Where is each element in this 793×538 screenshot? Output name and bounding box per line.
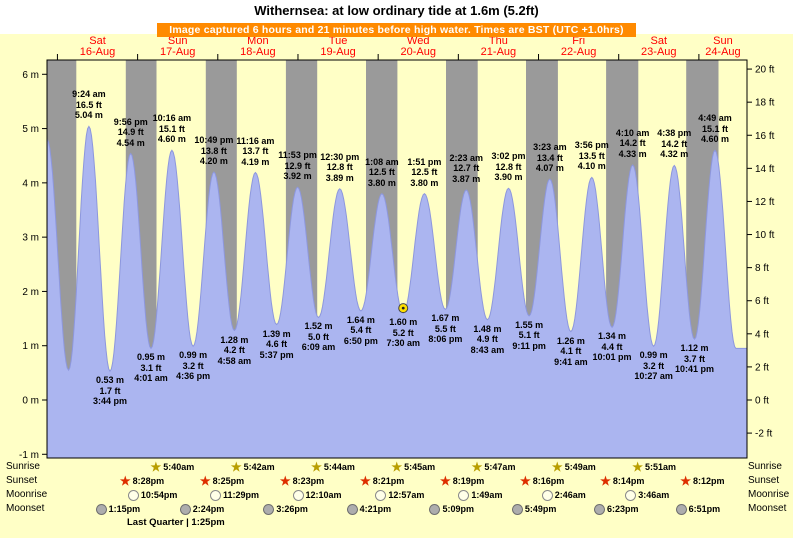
right-axis-tick-label: 20 ft xyxy=(755,65,775,76)
right-axis-tick-label: 6 ft xyxy=(755,296,769,307)
left-axis-tick-label: 6 m xyxy=(22,70,39,81)
current-time-marker-dot xyxy=(401,306,405,310)
left-axis-tick-label: 1 m xyxy=(22,341,39,352)
right-axis-tick-label: -2 ft xyxy=(755,429,772,440)
right-axis-tick-label: 4 ft xyxy=(755,329,769,340)
left-axis-tick-label: 3 m xyxy=(22,233,39,244)
right-axis-tick-label: 10 ft xyxy=(755,230,775,241)
right-axis-tick-label: 8 ft xyxy=(755,263,769,274)
capture-notice-banner: Image captured 6 hours and 21 minutes be… xyxy=(157,23,636,37)
right-axis-tick-label: 2 ft xyxy=(755,362,769,373)
plot-border xyxy=(46,59,748,459)
right-axis-tick-label: 14 ft xyxy=(755,164,775,175)
page-title: Withernsea: at low ordinary tide at 1.6m… xyxy=(254,3,539,18)
banner-wrap: Image captured 6 hours and 21 minutes be… xyxy=(0,20,793,38)
left-axis-tick-label: 2 m xyxy=(22,287,39,298)
left-axis-tick-label: 4 m xyxy=(22,178,39,189)
right-axis-tick-label: 16 ft xyxy=(755,131,775,142)
right-axis-tick-label: 0 ft xyxy=(755,396,769,407)
left-axis-tick-label: 5 m xyxy=(22,124,39,135)
right-axis-tick-label: 18 ft xyxy=(755,98,775,109)
left-axis-tick-label: -1 m xyxy=(19,450,39,461)
left-axis-tick-label: 0 m xyxy=(22,396,39,407)
right-axis-tick-label: 12 ft xyxy=(755,197,775,208)
